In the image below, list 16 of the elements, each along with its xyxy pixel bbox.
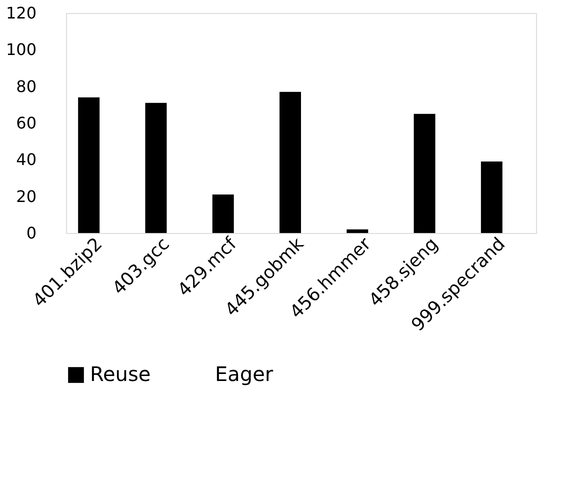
y-tick-label: 20 — [16, 186, 36, 206]
text: Eager — [215, 362, 274, 386]
bar — [346, 229, 368, 233]
y-tick-label: 0 — [26, 224, 36, 242]
y-tick-label: 100 — [6, 40, 36, 60]
bar — [414, 114, 436, 233]
y-tick-label: 120 — [6, 4, 36, 22]
bar — [78, 97, 100, 233]
bar — [480, 162, 502, 233]
bar — [212, 194, 234, 233]
y-tick-label: 40 — [16, 150, 36, 170]
bar — [145, 102, 167, 233]
y-tick-label: 80 — [16, 76, 36, 96]
bar — [280, 92, 301, 233]
y-tick-label: 60 — [16, 114, 36, 132]
legend-label: Reuse — [90, 362, 151, 386]
